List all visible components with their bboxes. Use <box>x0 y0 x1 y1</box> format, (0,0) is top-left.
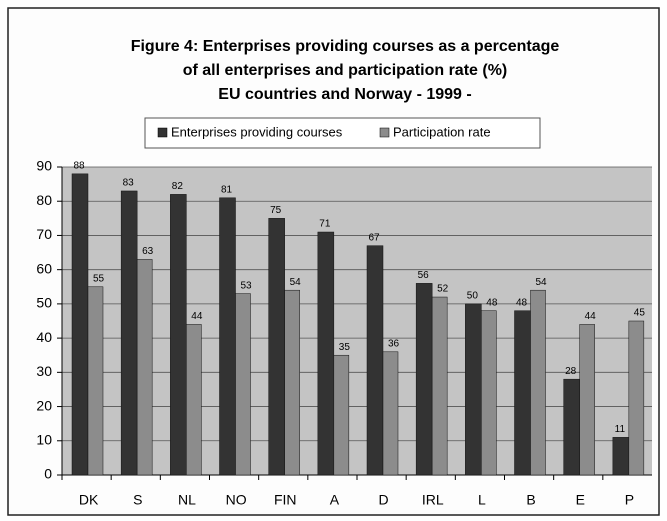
value-label: 82 <box>172 181 184 192</box>
y-tick-label: 20 <box>36 397 52 413</box>
value-label: 81 <box>221 184 233 195</box>
bar <box>530 289 546 476</box>
x-tick-label: D <box>379 492 389 508</box>
y-tick-label: 0 <box>44 466 52 482</box>
x-tick-label: E <box>576 492 585 508</box>
y-tick-label: 50 <box>36 295 52 311</box>
value-label: 44 <box>191 311 203 322</box>
bar <box>333 354 350 476</box>
bar <box>465 303 482 476</box>
bar <box>382 351 399 476</box>
bar <box>481 310 497 476</box>
bar <box>235 293 251 476</box>
bar <box>268 218 285 476</box>
value-label: 71 <box>319 219 331 230</box>
y-tick-label: 90 <box>36 158 52 174</box>
bar <box>170 194 187 476</box>
x-tick-label: IRL <box>422 492 444 508</box>
bar <box>87 286 104 476</box>
value-label: 48 <box>486 297 498 308</box>
value-label: 83 <box>123 178 135 189</box>
bar <box>284 289 300 476</box>
value-label: 53 <box>240 280 252 291</box>
value-label: 63 <box>142 246 154 257</box>
value-label: 50 <box>467 291 479 302</box>
y-tick-label: 10 <box>36 431 52 447</box>
value-label: 44 <box>585 311 597 322</box>
chart-title: Figure 4: Enterprises providing courses … <box>131 38 560 55</box>
bar <box>514 310 531 476</box>
value-label: 67 <box>368 232 380 243</box>
bar <box>612 437 630 476</box>
legend-swatch <box>379 127 390 138</box>
x-tick-label: L <box>478 492 486 508</box>
bar <box>317 231 335 476</box>
chart-title: EU countries and Norway - 1999 - <box>218 86 471 103</box>
bar <box>563 378 580 476</box>
value-label: 54 <box>290 277 302 288</box>
chart-title: of all enterprises and participation rat… <box>183 62 508 79</box>
legend <box>144 117 541 149</box>
bar <box>366 245 384 476</box>
x-tick-label: NL <box>178 492 196 508</box>
y-tick-label: 80 <box>36 192 52 208</box>
value-label: 54 <box>535 277 547 288</box>
plot-area <box>62 167 652 475</box>
value-label: 56 <box>418 270 430 281</box>
bar <box>71 173 89 476</box>
y-tick-label: 40 <box>36 329 52 345</box>
x-tick-label: DK <box>79 492 99 508</box>
y-tick-label: 30 <box>36 363 52 379</box>
value-label: 11 <box>615 424 626 435</box>
bar <box>431 296 448 476</box>
bar <box>219 197 236 476</box>
value-label: 55 <box>93 273 105 284</box>
bar <box>628 320 645 476</box>
legend-swatch <box>157 127 168 138</box>
bar <box>186 324 202 476</box>
legend-label: Enterprises providing courses <box>171 124 343 139</box>
x-tick-label: S <box>133 492 142 508</box>
x-tick-label: NO <box>226 492 247 508</box>
y-tick-label: 70 <box>36 226 52 242</box>
value-label: 36 <box>388 338 400 349</box>
y-tick-label: 60 <box>36 260 52 276</box>
bar <box>579 324 595 476</box>
value-label: 88 <box>73 160 85 171</box>
value-label: 75 <box>270 205 282 216</box>
x-tick-label: A <box>330 492 340 508</box>
value-label: 48 <box>516 297 528 308</box>
bar <box>136 259 153 476</box>
value-label: 52 <box>437 284 449 295</box>
x-tick-label: B <box>526 492 535 508</box>
bar <box>415 283 433 476</box>
legend-label: Participation rate <box>393 124 491 139</box>
value-label: 35 <box>339 342 351 353</box>
bar <box>120 190 138 476</box>
value-label: 45 <box>634 308 646 319</box>
value-label: 28 <box>565 366 577 377</box>
x-tick-label: P <box>625 492 634 508</box>
x-tick-label: FIN <box>274 492 297 508</box>
